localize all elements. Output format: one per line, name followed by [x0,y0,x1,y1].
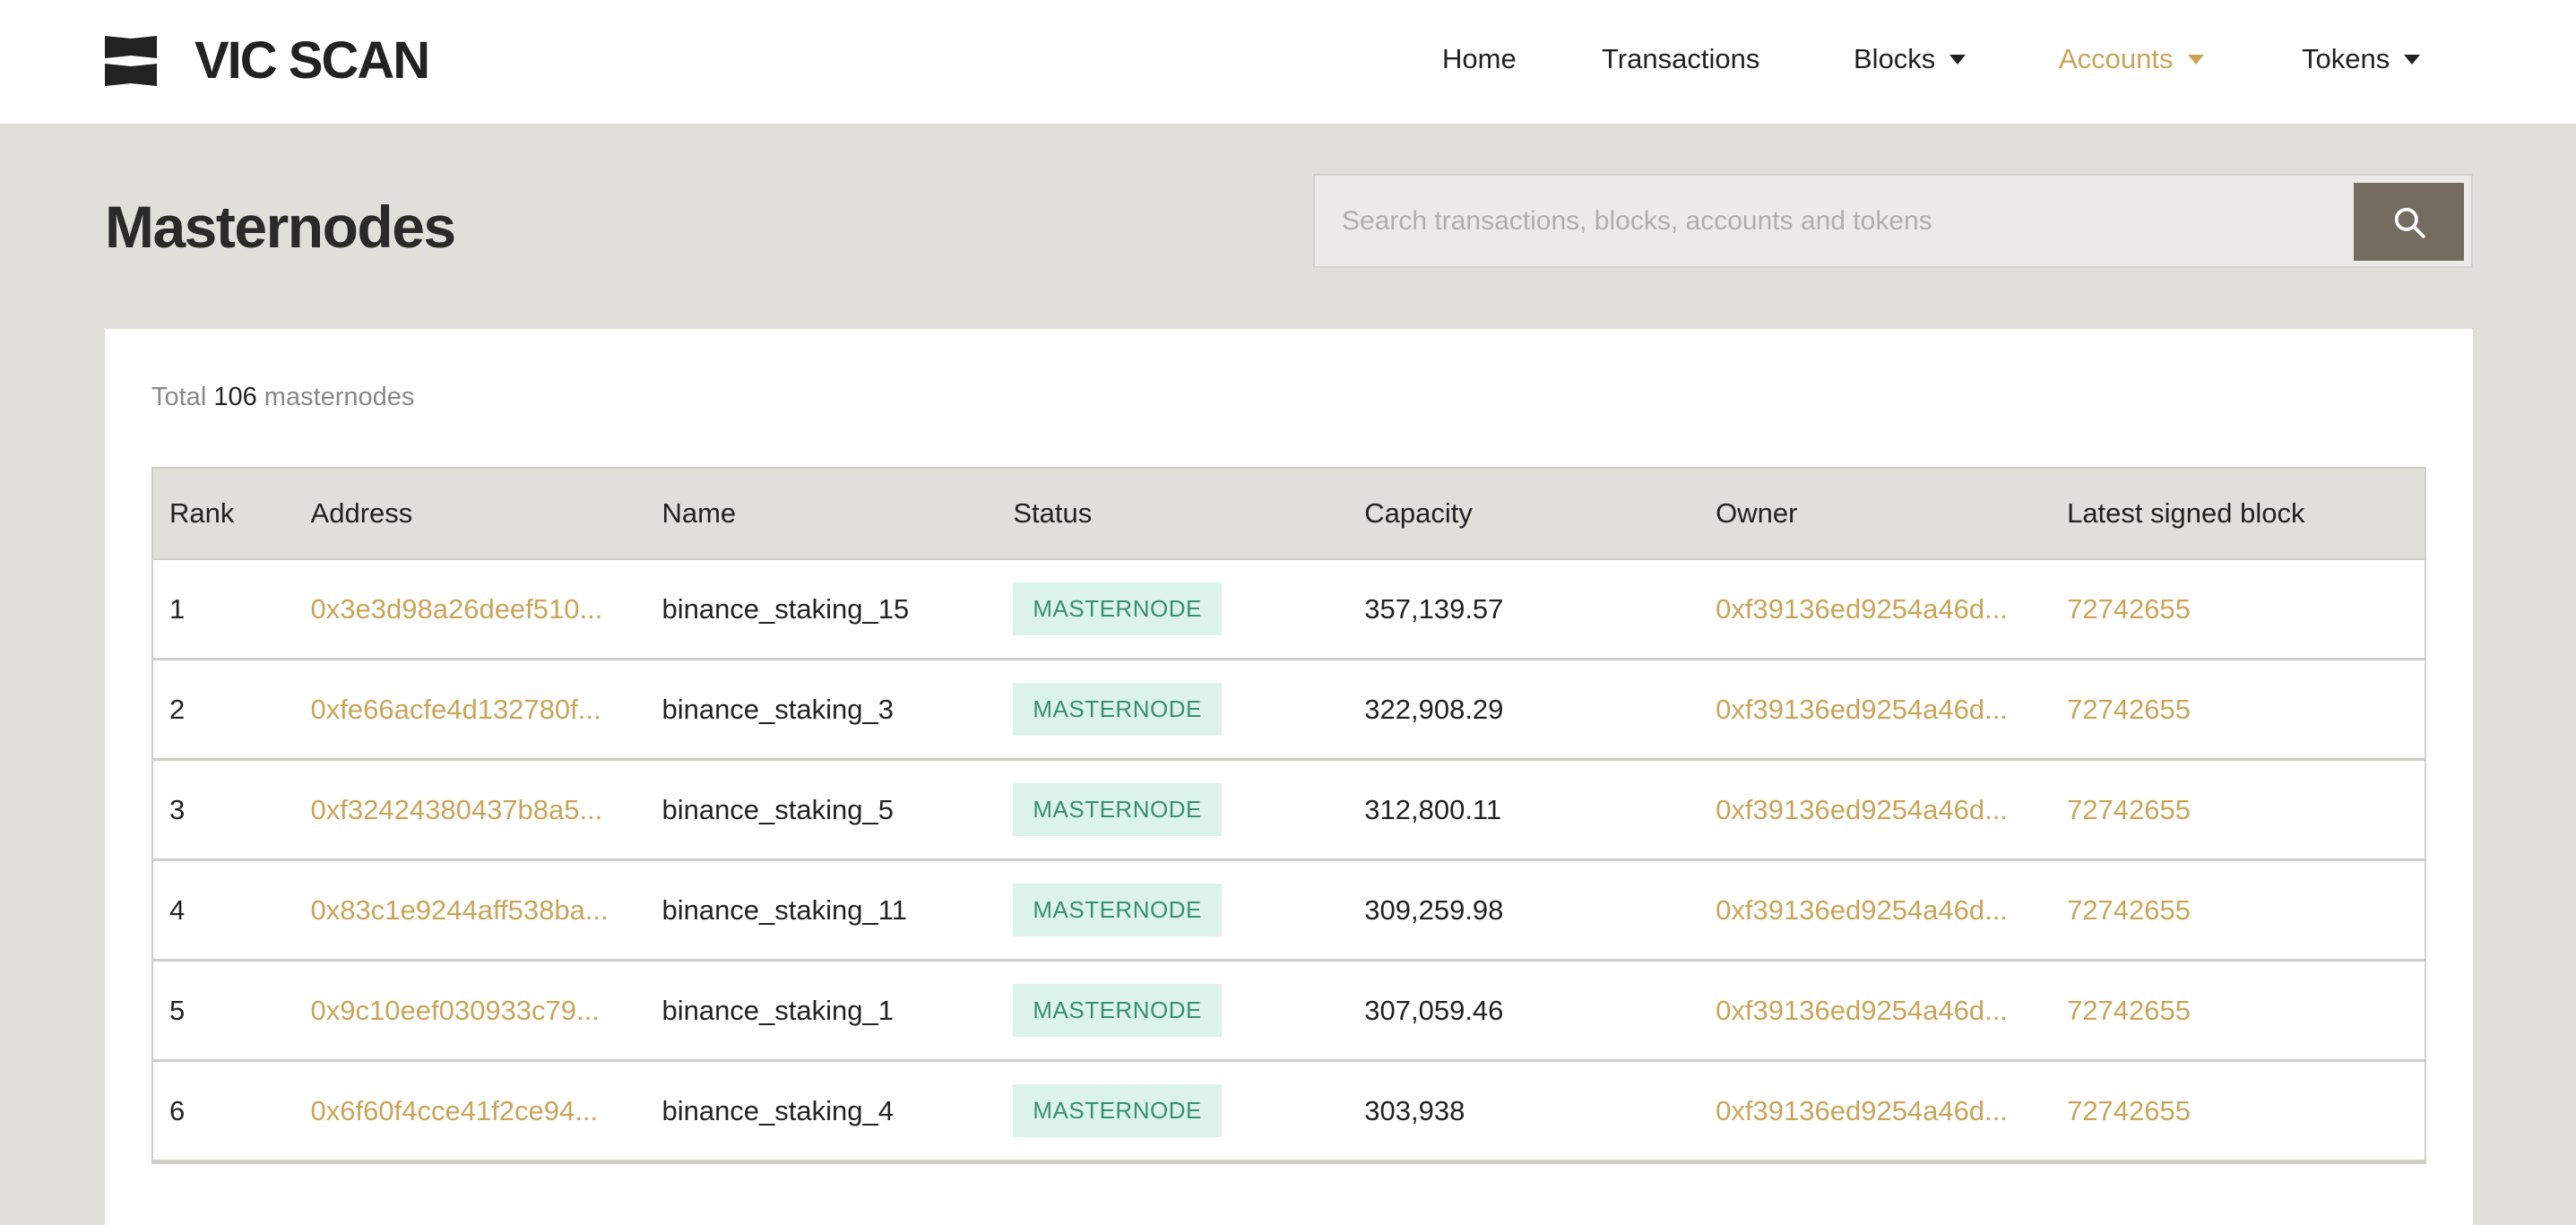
page-title: Masternodes [105,194,456,260]
owner-link[interactable]: 0xf39136ed9254a46d... [1716,693,2008,725]
block-link[interactable]: 72742655 [2067,893,2191,926]
node-name: binance_staking_15 [661,592,910,625]
nav-label: Blocks [1854,43,1936,74]
block-link[interactable]: 72742655 [2067,592,2191,625]
nav-accounts[interactable]: Accounts [2059,43,2204,75]
status-badge: MASTERNODE [1013,582,1222,635]
search-button[interactable] [2354,183,2464,261]
caret-down-icon [2404,54,2421,65]
table-row: 6 0x6f60f4cce41f2ce94... binance_staking_4… [153,1062,2425,1162]
caret-down-icon [1949,54,1967,65]
block-link[interactable]: 72742655 [2067,994,2191,1026]
status-badge: MASTERNODE [1013,984,1222,1037]
caret-down-icon [2187,54,2204,65]
nav-tokens[interactable]: Tokens [2302,43,2421,75]
table-row: 1 0x3e3d98a26deef510... binance_staking_15… [153,560,2425,660]
rank: 4 [169,893,186,926]
address-link[interactable]: 0x83c1e9244aff538ba... [310,893,609,926]
nav-label: Tokens [2302,43,2390,74]
nav-label: Accounts [2059,43,2174,74]
table-row: 2 0xfe66acfe4d132780f... binance_staking_3… [153,660,2425,761]
owner-link[interactable]: 0xf39136ed9254a46d... [1716,893,2008,926]
status-badge: MASTERNODE [1013,683,1222,736]
col-latest-block: Latest signed block [2067,497,2305,529]
node-name: binance_staking_3 [661,693,894,725]
owner-link[interactable]: 0xf39136ed9254a46d... [1716,592,2008,625]
col-status: Status [1013,497,1093,529]
nav-label: Home [1442,43,1517,74]
block-link[interactable]: 72742655 [2067,1094,2191,1126]
node-name: binance_staking_1 [661,994,894,1026]
col-owner: Owner [1716,497,1798,529]
total-suffix: masternodes [264,383,415,411]
block-link[interactable]: 72742655 [2067,793,2191,825]
col-capacity: Capacity [1364,497,1473,529]
node-name: binance_staking_5 [661,793,894,825]
nav-transactions[interactable]: Transactions [1602,43,1759,75]
capacity: 307,059.46 [1364,994,1504,1026]
vicscan-logo-icon [105,36,157,86]
block-link[interactable]: 72742655 [2067,693,2191,725]
col-name: Name [661,497,737,529]
status-badge: MASTERNODE [1013,1084,1222,1137]
status-cell: MASTERNODE [1013,783,1364,836]
brand-name: VIC SCAN [194,31,430,90]
search-icon [2394,207,2425,238]
table-row: 5 0x9c10eef030933c79... binance_staking_1 M… [153,962,2425,1062]
rank: 3 [169,793,186,825]
capacity: 357,139.57 [1364,592,1504,625]
masternodes-table: Rank Address Name Status Capacity Owner … [151,467,2426,1164]
nav-label: Transactions [1602,43,1760,74]
search-input[interactable] [1342,176,2346,266]
owner-link[interactable]: 0xf39136ed9254a46d... [1716,793,2008,825]
node-name: binance_staking_11 [661,893,907,926]
total-number: 106 [213,383,257,411]
nav-blocks[interactable]: Blocks [1854,43,1967,75]
capacity: 303,938 [1364,1094,1465,1126]
address-link[interactable]: 0xfe66acfe4d132780f... [310,693,601,725]
status-cell: MASTERNODE [1013,582,1364,635]
address-link[interactable]: 0x6f60f4cce41f2ce94... [310,1094,599,1126]
nav-home[interactable]: Home [1442,43,1517,75]
top-header: VIC SCAN Home Transactions Blocks Accoun… [0,0,2576,124]
capacity: 322,908.29 [1364,693,1504,725]
capacity: 309,259.98 [1364,893,1504,926]
capacity: 312,800.11 [1364,793,1502,825]
total-prefix: Total [151,383,207,411]
col-rank: Rank [169,497,235,529]
status-badge: MASTERNODE [1013,884,1222,936]
table-row: 3 0xf32424380437b8a5... binance_staking_5 M… [153,761,2425,861]
address-link[interactable]: 0x9c10eef030933c79... [310,994,600,1026]
node-name: binance_staking_4 [661,1094,894,1126]
rank: 6 [169,1094,186,1126]
rank: 2 [169,693,186,725]
status-cell: MASTERNODE [1013,683,1364,736]
rank: 1 [169,592,186,625]
status-badge: MASTERNODE [1013,783,1222,836]
address-link[interactable]: 0xf32424380437b8a5... [310,793,603,825]
table-header: Rank Address Name Status Capacity Owner … [153,469,2425,560]
address-link[interactable]: 0x3e3d98a26deef510... [310,592,603,625]
status-cell: MASTERNODE [1013,1084,1364,1137]
owner-link[interactable]: 0xf39136ed9254a46d... [1716,1094,2008,1126]
status-cell: MASTERNODE [1013,884,1364,936]
col-address: Address [310,497,413,529]
masternodes-card: Total 106 masternodes Rank Address Name … [105,329,2473,1225]
search-bar [1313,174,2473,268]
status-cell: MASTERNODE [1013,984,1364,1037]
rank: 5 [169,994,186,1026]
total-count: Total 106 masternodes [151,383,414,412]
table-row: 4 0x83c1e9244aff538ba... binance_staking_1… [153,861,2425,962]
owner-link[interactable]: 0xf39136ed9254a46d... [1716,994,2008,1026]
logo[interactable]: VIC SCAN [105,31,430,90]
